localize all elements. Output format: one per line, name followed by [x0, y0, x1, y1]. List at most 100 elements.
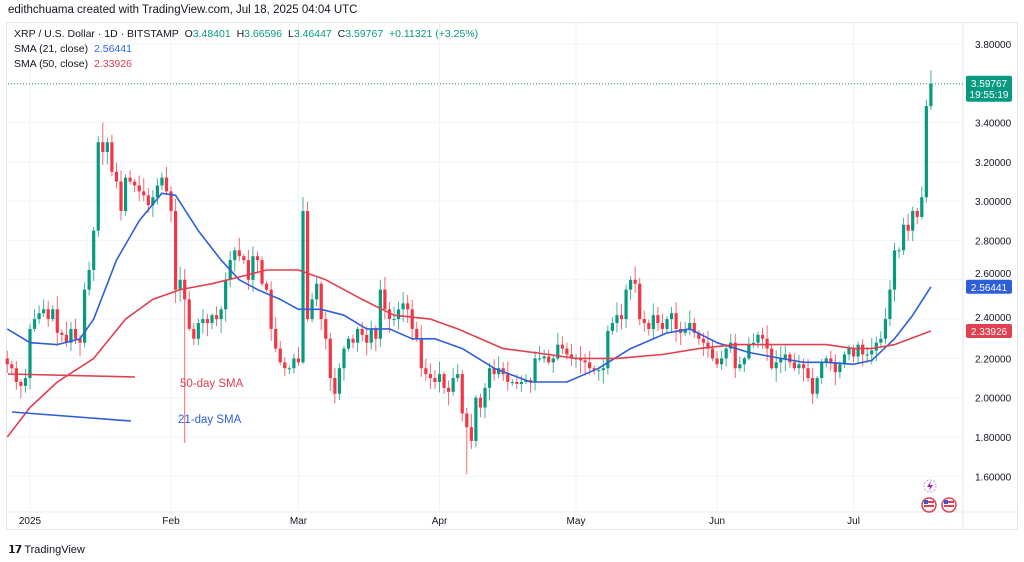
sma50-legend-row[interactable]: SMA (50, close) 2.33926: [14, 57, 478, 72]
candle-body: [774, 362, 778, 369]
candle-body: [515, 381, 519, 384]
candle-body: [433, 378, 437, 382]
candle-body: [437, 374, 442, 382]
candle-body: [337, 368, 341, 394]
y-tick-label: 2.20000: [975, 354, 1012, 365]
brand-label: TradingView: [24, 543, 85, 556]
candle-body: [542, 356, 546, 359]
sma50-label: SMA (50, close): [14, 58, 89, 70]
candle-body: [824, 358, 828, 363]
candle-body: [96, 142, 100, 231]
candle-body: [351, 338, 355, 343]
tradingview-brand[interactable]: 𝟭𝟳 TradingView: [8, 543, 85, 557]
candle-body: [265, 283, 269, 290]
flag-stripe: [944, 501, 954, 503]
candle-body: [301, 211, 305, 363]
candle-body: [424, 368, 428, 375]
y-tick-label: 2.60000: [975, 269, 1012, 280]
candle-body: [597, 370, 601, 372]
candle-body: [820, 362, 824, 379]
symbol-label[interactable]: XRP / U.S. Dollar · 1D · BITSTAMP: [14, 28, 179, 40]
candle-body: [751, 342, 756, 345]
flag-stripe: [924, 501, 934, 503]
candle-body: [315, 283, 319, 300]
candle-body: [233, 250, 237, 261]
candle-body: [224, 279, 228, 310]
candle-body: [396, 309, 401, 320]
candle-body: [506, 374, 510, 382]
candle-body: [929, 83, 933, 107]
low-label: L: [287, 28, 294, 40]
candle-body: [51, 309, 55, 320]
candle-body: [201, 319, 205, 324]
y-tick-label: 1.60000: [975, 472, 1012, 483]
candle-body: [324, 319, 328, 339]
candle-body: [724, 348, 728, 359]
candle-body: [28, 328, 32, 379]
candle-body: [569, 354, 574, 359]
candle-body: [756, 334, 760, 343]
close-value: 3.59767: [345, 28, 384, 40]
candle-body: [46, 309, 50, 320]
candle-body: [37, 313, 41, 320]
candle-body: [83, 289, 87, 343]
candle-body: [619, 315, 624, 320]
candles: [5, 70, 933, 475]
candle-body: [765, 338, 769, 349]
candle-body: [888, 289, 892, 320]
candle-body: [801, 364, 806, 369]
candle-body: [906, 224, 910, 231]
candle-body: [137, 185, 141, 192]
chart-credit: edithchuama created with TradingView.com…: [8, 4, 358, 16]
candle-body: [169, 191, 173, 212]
candle-body: [911, 211, 915, 231]
y-tick-label: 1.80000: [975, 433, 1012, 444]
candle-body: [510, 381, 514, 383]
candle-body: [760, 334, 765, 339]
candle-body: [105, 142, 109, 153]
candle-body: [23, 378, 28, 386]
candle-body: [178, 279, 182, 290]
candle-body: [697, 332, 701, 339]
y-tick-label: 3.80000: [975, 40, 1012, 51]
candle-body: [428, 374, 432, 379]
candle-body: [465, 413, 469, 428]
sma-lines: [6, 192, 932, 438]
candle-body: [401, 303, 405, 310]
sma50-value: 2.33926: [93, 58, 132, 70]
candle-body: [87, 269, 91, 290]
candle-body: [164, 177, 169, 192]
sma21-value: 2.56441: [93, 43, 132, 55]
flag-stripe: [924, 505, 934, 507]
change-value: +0.11321 (+3.25%): [389, 28, 479, 40]
candle-body: [101, 142, 105, 153]
chart-legend: XRP / U.S. Dollar · 1D · BITSTAMP O3.484…: [14, 27, 478, 72]
candle-body: [478, 397, 483, 408]
grid: [8, 23, 963, 510]
candle-body: [160, 177, 164, 186]
open-value: 3.48401: [192, 28, 231, 40]
candle-body: [583, 360, 587, 363]
candle-body: [205, 319, 210, 324]
price-axis: 3.80000 3.40000 3.20000 3.00000 2.80000 2.600…: [962, 23, 1012, 529]
candle-body: [110, 142, 114, 172]
candle-body: [797, 364, 801, 369]
candle-body: [701, 338, 705, 343]
candle-body: [483, 387, 487, 408]
candle-body: [861, 344, 865, 355]
x-tick-label: 2025: [19, 516, 42, 527]
candle-body: [123, 177, 128, 212]
candle-body: [651, 315, 655, 329]
candle-body: [747, 344, 751, 359]
candle-body: [669, 313, 674, 320]
sma21-price-value: 2.56441: [971, 283, 1008, 294]
candle-body: [601, 368, 605, 371]
candle-body: [710, 348, 715, 359]
sma21-legend-row[interactable]: SMA (21, close) 2.56441: [14, 42, 478, 57]
candle-body: [638, 283, 642, 320]
sma50-line: [6, 269, 932, 438]
annotations: 50-day SMA 21-day SMA: [7, 373, 244, 426]
y-tick-label: 2.40000: [975, 313, 1012, 324]
